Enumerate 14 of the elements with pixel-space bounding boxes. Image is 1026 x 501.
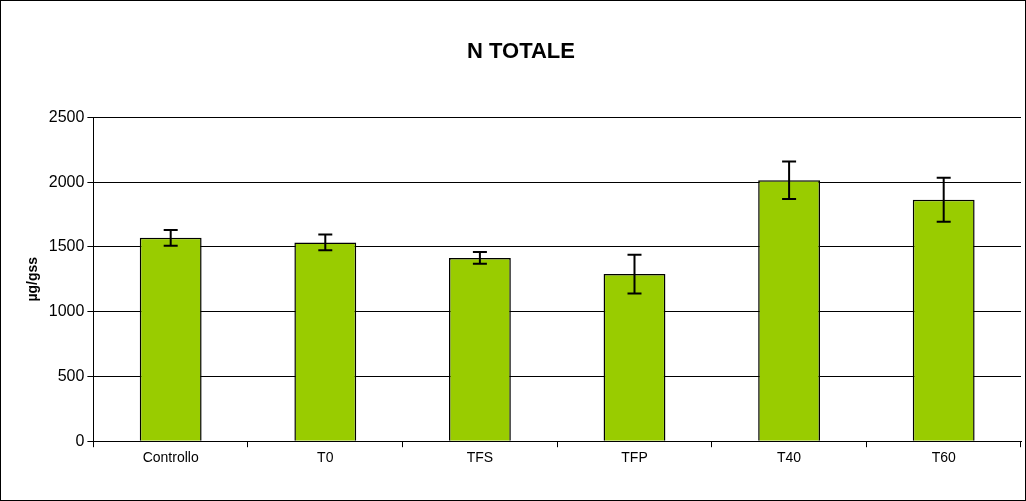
y-tick-label: 500 bbox=[57, 366, 85, 384]
x-tick-label: T0 bbox=[317, 449, 334, 466]
chart-title: N TOTALE bbox=[467, 38, 575, 64]
x-tick-label: Controllo bbox=[142, 449, 199, 466]
y-axis-title: µg/gss bbox=[24, 256, 41, 302]
x-tick-label: T40 bbox=[777, 449, 802, 466]
y-tick-label: 1500 bbox=[48, 237, 85, 255]
x-tick-label: TFP bbox=[621, 449, 648, 466]
y-tick-label: 1000 bbox=[48, 302, 85, 320]
y-tick-label: 2500 bbox=[48, 107, 85, 125]
y-tick-label: 2000 bbox=[48, 172, 85, 190]
x-tick-label: T60 bbox=[931, 449, 956, 466]
y-tick-label: 0 bbox=[75, 431, 85, 449]
x-tick-label: TFS bbox=[466, 449, 494, 466]
